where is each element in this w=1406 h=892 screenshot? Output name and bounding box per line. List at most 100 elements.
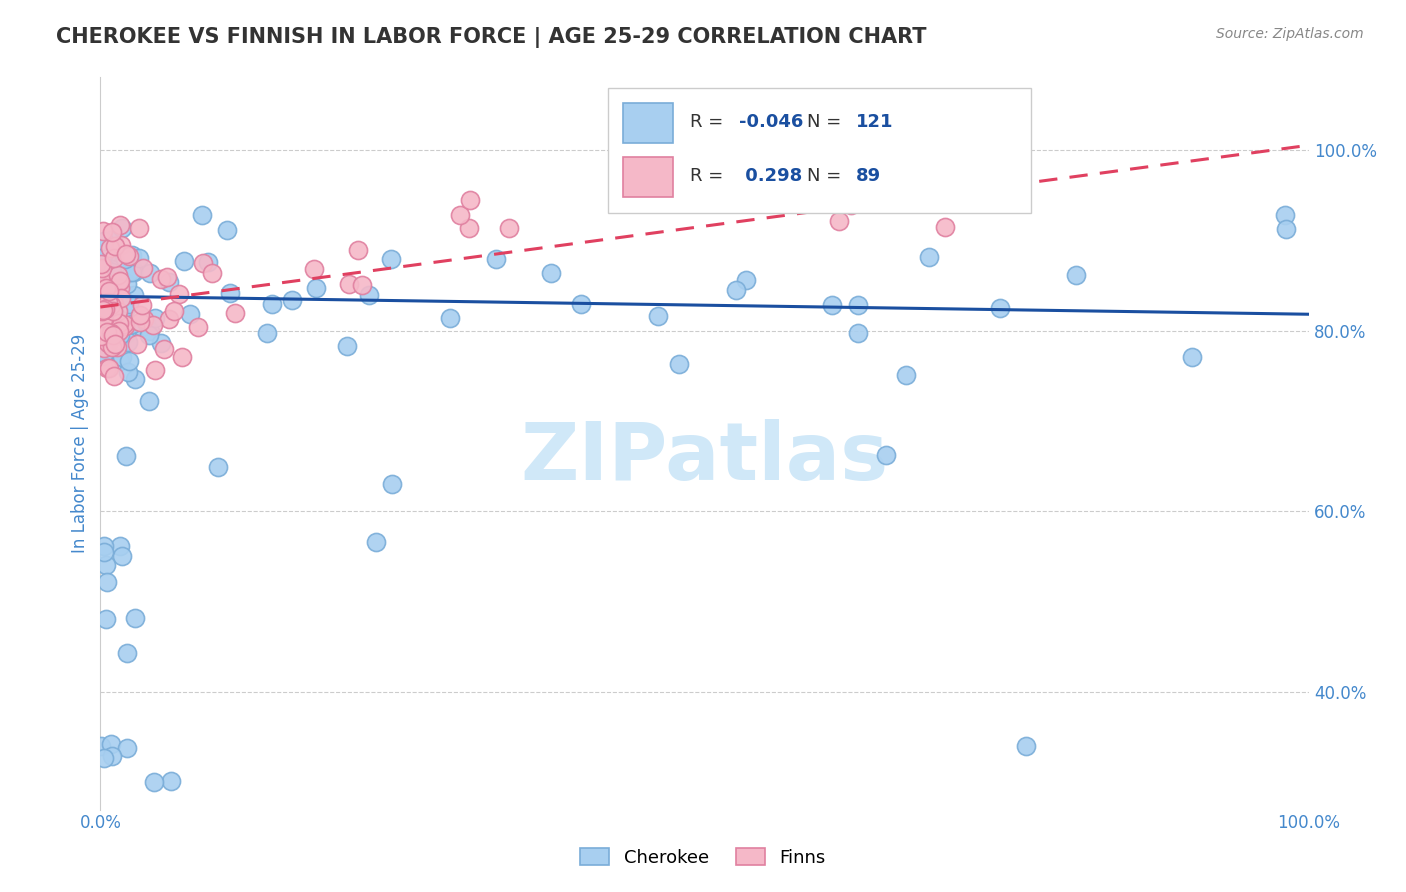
Point bbox=[124, 610, 146, 624]
Point bbox=[97, 294, 120, 309]
Point bbox=[724, 283, 747, 297]
Point bbox=[131, 298, 153, 312]
Point bbox=[93, 346, 115, 360]
Point bbox=[219, 285, 242, 300]
Text: -0.046: -0.046 bbox=[738, 113, 803, 131]
Point bbox=[179, 307, 201, 321]
Point bbox=[458, 193, 481, 207]
Point bbox=[215, 223, 238, 237]
Point bbox=[110, 281, 132, 295]
Point bbox=[115, 449, 138, 463]
Point bbox=[94, 261, 117, 276]
Point bbox=[262, 296, 284, 310]
Point bbox=[100, 737, 122, 751]
Point bbox=[94, 302, 117, 317]
Point bbox=[96, 318, 118, 333]
Point bbox=[142, 775, 165, 789]
Point bbox=[108, 316, 131, 330]
Point bbox=[134, 311, 156, 326]
Point bbox=[100, 225, 122, 239]
Point bbox=[91, 224, 114, 238]
Point bbox=[98, 241, 121, 255]
Point bbox=[96, 360, 118, 375]
Point bbox=[139, 266, 162, 280]
Point bbox=[128, 220, 150, 235]
Point bbox=[90, 272, 112, 286]
Point bbox=[149, 272, 172, 286]
Point bbox=[117, 297, 139, 311]
Point bbox=[114, 319, 136, 334]
Point bbox=[107, 314, 129, 328]
Text: R =: R = bbox=[690, 113, 730, 131]
Text: ZIPatlas: ZIPatlas bbox=[520, 419, 889, 497]
Point bbox=[640, 180, 662, 194]
Point bbox=[187, 320, 209, 334]
Point bbox=[347, 243, 370, 257]
Point bbox=[101, 749, 124, 764]
Point bbox=[875, 191, 897, 205]
Point bbox=[103, 238, 125, 252]
FancyBboxPatch shape bbox=[623, 156, 673, 197]
Point bbox=[103, 318, 125, 333]
Point bbox=[90, 261, 112, 276]
Point bbox=[94, 301, 117, 315]
Point bbox=[93, 312, 115, 326]
Point bbox=[381, 476, 404, 491]
Point bbox=[107, 268, 129, 282]
Point bbox=[138, 394, 160, 409]
Point bbox=[108, 354, 131, 368]
Point bbox=[862, 189, 884, 203]
Point bbox=[735, 273, 758, 287]
Point bbox=[110, 291, 132, 305]
Point bbox=[90, 305, 112, 319]
Point bbox=[90, 329, 112, 343]
Point bbox=[93, 273, 115, 287]
Point bbox=[105, 340, 128, 354]
Point bbox=[896, 368, 918, 383]
Point bbox=[90, 739, 112, 754]
Point bbox=[100, 330, 122, 344]
Point bbox=[439, 310, 461, 325]
Text: 0.298: 0.298 bbox=[738, 168, 801, 186]
Point bbox=[364, 535, 387, 549]
Point bbox=[117, 334, 139, 349]
Point bbox=[90, 276, 112, 290]
Point bbox=[90, 281, 112, 295]
Point bbox=[115, 741, 138, 756]
Point bbox=[100, 262, 122, 277]
Point bbox=[104, 319, 127, 334]
Point bbox=[101, 340, 124, 354]
Point bbox=[110, 274, 132, 288]
Point bbox=[108, 539, 131, 553]
Point bbox=[96, 325, 118, 339]
Point bbox=[105, 277, 128, 291]
Point bbox=[846, 326, 869, 340]
Point bbox=[163, 303, 186, 318]
Point bbox=[94, 266, 117, 280]
Point bbox=[103, 304, 125, 318]
Text: Source: ZipAtlas.com: Source: ZipAtlas.com bbox=[1216, 27, 1364, 41]
Point bbox=[93, 304, 115, 318]
Point bbox=[114, 302, 136, 317]
Point bbox=[281, 293, 304, 307]
Point bbox=[302, 262, 325, 277]
Point bbox=[98, 279, 121, 293]
Point bbox=[100, 321, 122, 335]
Point bbox=[121, 317, 143, 331]
Point bbox=[115, 277, 138, 292]
Text: 121: 121 bbox=[856, 113, 893, 131]
Point bbox=[167, 286, 190, 301]
Point bbox=[91, 349, 114, 363]
Point bbox=[457, 221, 479, 235]
Point bbox=[122, 287, 145, 301]
Point bbox=[157, 312, 180, 326]
Text: 89: 89 bbox=[856, 168, 882, 186]
Point bbox=[201, 267, 224, 281]
Point bbox=[112, 317, 135, 331]
Point bbox=[1064, 268, 1087, 282]
FancyBboxPatch shape bbox=[623, 103, 673, 144]
Point bbox=[197, 255, 219, 269]
Point bbox=[143, 311, 166, 326]
Point bbox=[90, 257, 112, 271]
Point bbox=[131, 261, 153, 276]
